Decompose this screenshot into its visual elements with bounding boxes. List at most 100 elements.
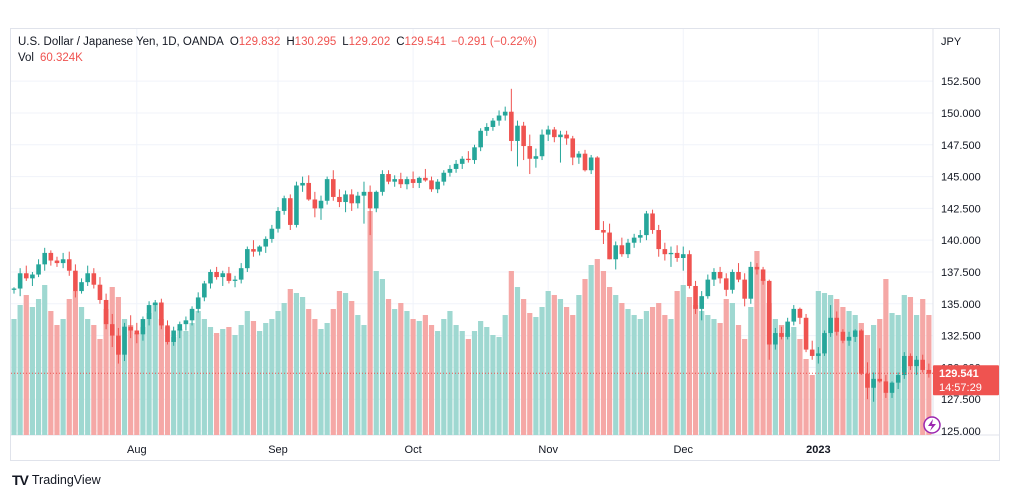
candle xyxy=(195,292,201,313)
candle xyxy=(404,176,410,190)
volume-bar xyxy=(643,311,650,435)
candle xyxy=(202,280,207,302)
candle xyxy=(30,271,35,286)
candle-body xyxy=(846,336,852,341)
candle xyxy=(159,298,164,330)
candle xyxy=(392,175,397,187)
candle-body xyxy=(214,271,219,278)
candle-body xyxy=(349,194,354,204)
candle-body xyxy=(361,191,367,196)
volume-bar xyxy=(410,319,416,435)
candle xyxy=(779,326,784,340)
candle xyxy=(736,263,741,283)
candle xyxy=(496,110,502,126)
tradingview-footer[interactable]: TV TradingView xyxy=(12,472,101,488)
price-tick-label: 132.500 xyxy=(941,331,981,343)
lightning-icon[interactable] xyxy=(923,416,941,434)
volume-bar xyxy=(508,271,514,435)
volume-bar xyxy=(649,307,656,435)
legend-ohlc: U.S. Dollar / Japanese Yen, 1D, OANDA O12… xyxy=(18,36,537,48)
candle-body xyxy=(711,271,717,280)
candle-body xyxy=(177,324,183,331)
candle-body xyxy=(128,326,133,331)
candle xyxy=(140,316,146,341)
candle-body xyxy=(828,317,833,334)
volume-bar xyxy=(490,335,496,435)
candle-body xyxy=(527,146,533,159)
candle-body xyxy=(466,158,471,161)
candle-body xyxy=(730,271,735,290)
candle-body xyxy=(416,177,422,183)
candle-body xyxy=(490,120,496,127)
candle-body xyxy=(545,129,551,135)
candle xyxy=(852,329,858,342)
candle xyxy=(300,176,305,192)
candle-body xyxy=(251,249,256,252)
candle-body xyxy=(693,285,698,309)
price-unit-label: JPY xyxy=(941,36,962,48)
candle xyxy=(871,372,876,402)
candlestick-chart[interactable]: 125.000127.500130.000132.500135.000137.5… xyxy=(11,29,999,460)
change-value: −0.291 (−0.22%) xyxy=(451,36,537,48)
volume-bar xyxy=(35,299,42,435)
candle xyxy=(705,274,711,299)
candle-body xyxy=(386,174,391,182)
candle xyxy=(109,313,115,348)
volume-bar xyxy=(656,303,662,435)
candle xyxy=(177,321,183,339)
volume-bar xyxy=(588,265,594,435)
candle-body xyxy=(613,245,619,260)
candle xyxy=(803,313,809,353)
time-axis: Aug Sep Oct Nov Dec 2023 xyxy=(127,444,831,456)
candle-body xyxy=(779,333,784,337)
volume-bar xyxy=(735,325,742,435)
volume-bar xyxy=(398,303,404,435)
volume-bar xyxy=(797,339,803,435)
volume-bar xyxy=(91,325,97,435)
volume-bar xyxy=(748,307,754,435)
volume-bar xyxy=(484,327,490,435)
volume-bar xyxy=(428,325,435,435)
tradingview-logo-icon: TV xyxy=(12,472,29,488)
candle xyxy=(361,181,367,224)
candle-body xyxy=(429,180,434,190)
candle-body xyxy=(275,210,281,229)
volume-bar xyxy=(680,285,686,435)
volume-bar xyxy=(281,303,287,435)
candle xyxy=(146,301,152,326)
volume-bar xyxy=(760,279,766,435)
candle xyxy=(171,326,176,346)
candle-body xyxy=(79,282,84,292)
candle xyxy=(91,268,97,289)
candle xyxy=(509,88,514,152)
candle xyxy=(877,348,883,383)
volume-bar xyxy=(97,339,103,435)
volume-bar xyxy=(600,271,607,435)
volume-bar xyxy=(662,315,668,435)
low-value: 129.202 xyxy=(348,36,391,48)
price-tick-label: 150.000 xyxy=(941,108,981,120)
candle-body xyxy=(30,274,35,279)
candle xyxy=(386,170,391,185)
candle xyxy=(478,128,483,152)
candle-body xyxy=(288,198,293,225)
candle-body xyxy=(66,259,72,271)
candle-body xyxy=(926,369,932,374)
candle xyxy=(631,233,637,248)
chart-frame[interactable]: 125.000127.500130.000132.500135.000137.5… xyxy=(10,28,1000,461)
volume-bar xyxy=(385,299,392,435)
candle-body xyxy=(625,242,631,255)
volume-bar xyxy=(527,313,533,435)
candle xyxy=(66,251,72,276)
candle-body xyxy=(883,381,889,393)
candle-series xyxy=(11,88,932,402)
candle-body xyxy=(816,353,821,356)
volume-bar xyxy=(287,289,293,435)
candle xyxy=(337,189,342,208)
volume-bar xyxy=(232,335,238,435)
candle xyxy=(693,280,698,314)
candle xyxy=(582,149,588,172)
candle-body xyxy=(699,296,704,309)
price-tick-label: 137.500 xyxy=(941,267,981,279)
volume-bar xyxy=(465,339,471,435)
